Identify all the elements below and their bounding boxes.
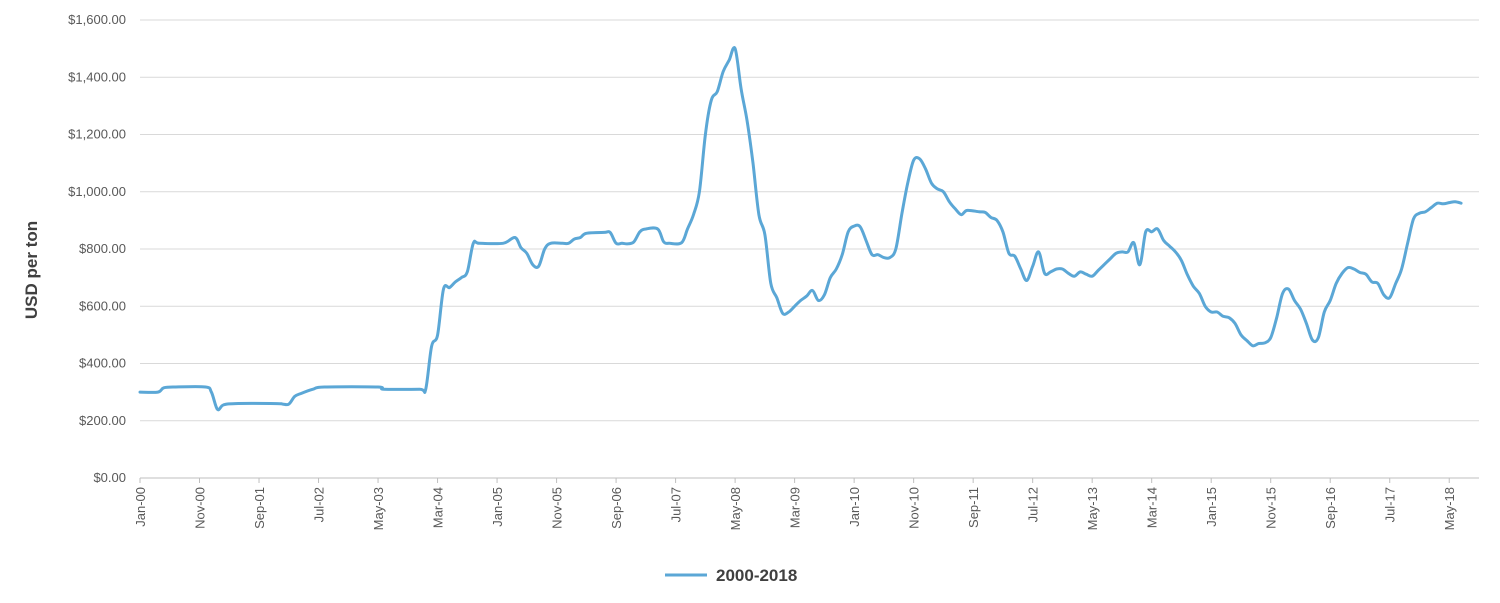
gridlines bbox=[140, 19, 1479, 422]
y-tick-label: $600.00 bbox=[79, 298, 126, 313]
x-tick-label: Nov-00 bbox=[193, 487, 208, 529]
y-axis-label: USD per ton bbox=[22, 221, 41, 319]
x-tick-label: Nov-10 bbox=[907, 487, 922, 529]
x-tick-label: Jan-00 bbox=[133, 487, 148, 527]
y-tick-label: $1,000.00 bbox=[68, 184, 126, 199]
x-tick-label: Jul-07 bbox=[669, 487, 684, 522]
y-tick-label: $0.00 bbox=[93, 470, 126, 485]
x-tick-label: Mar-09 bbox=[788, 487, 803, 528]
x-tick-label: May-13 bbox=[1085, 487, 1100, 530]
x-tick-label: Mar-14 bbox=[1145, 487, 1160, 528]
x-tick-label: Nov-05 bbox=[550, 487, 565, 529]
x-tick-label: Jul-12 bbox=[1026, 487, 1041, 522]
legend-label: 2000-2018 bbox=[716, 566, 797, 585]
x-tick-label: Jul-02 bbox=[312, 487, 327, 522]
x-tick-label: Sep-06 bbox=[609, 487, 624, 529]
x-tick-label: Sep-01 bbox=[252, 487, 267, 529]
x-tick-label: Sep-11 bbox=[966, 487, 981, 528]
y-tick-label: $200.00 bbox=[79, 413, 126, 428]
y-axis-ticks: $0.00 $200.00 $400.00 $600.00 $800.00 $1,000.… bbox=[68, 12, 126, 485]
x-tick-label: Jan-05 bbox=[490, 487, 505, 527]
series-line-2000-2018 bbox=[138, 46, 1463, 412]
x-tick-label: Jul-17 bbox=[1383, 487, 1398, 522]
x-tick-label: May-18 bbox=[1442, 487, 1457, 530]
x-tick-label: Jan-10 bbox=[847, 487, 862, 527]
y-tick-label: $800.00 bbox=[79, 241, 126, 256]
y-tick-label: $1,200.00 bbox=[68, 127, 126, 142]
x-tick-label: Jan-15 bbox=[1204, 487, 1219, 527]
x-tick-label: May-08 bbox=[728, 487, 743, 530]
y-tick-label: $400.00 bbox=[79, 356, 126, 371]
x-tick-label: Nov-15 bbox=[1264, 487, 1279, 529]
x-tick-label: May-03 bbox=[371, 487, 386, 530]
y-tick-label: $1,600.00 bbox=[68, 12, 126, 27]
legend: 2000-2018 bbox=[665, 566, 797, 585]
x-tick-label: Mar-04 bbox=[431, 487, 446, 528]
x-tick-label: Sep-16 bbox=[1323, 487, 1338, 529]
x-axis-ticks: Jan-00 Nov-00 Sep-01 Jul-02 May-03 Mar-04 Jan-… bbox=[133, 478, 1457, 530]
y-tick-label: $1,400.00 bbox=[68, 69, 126, 84]
